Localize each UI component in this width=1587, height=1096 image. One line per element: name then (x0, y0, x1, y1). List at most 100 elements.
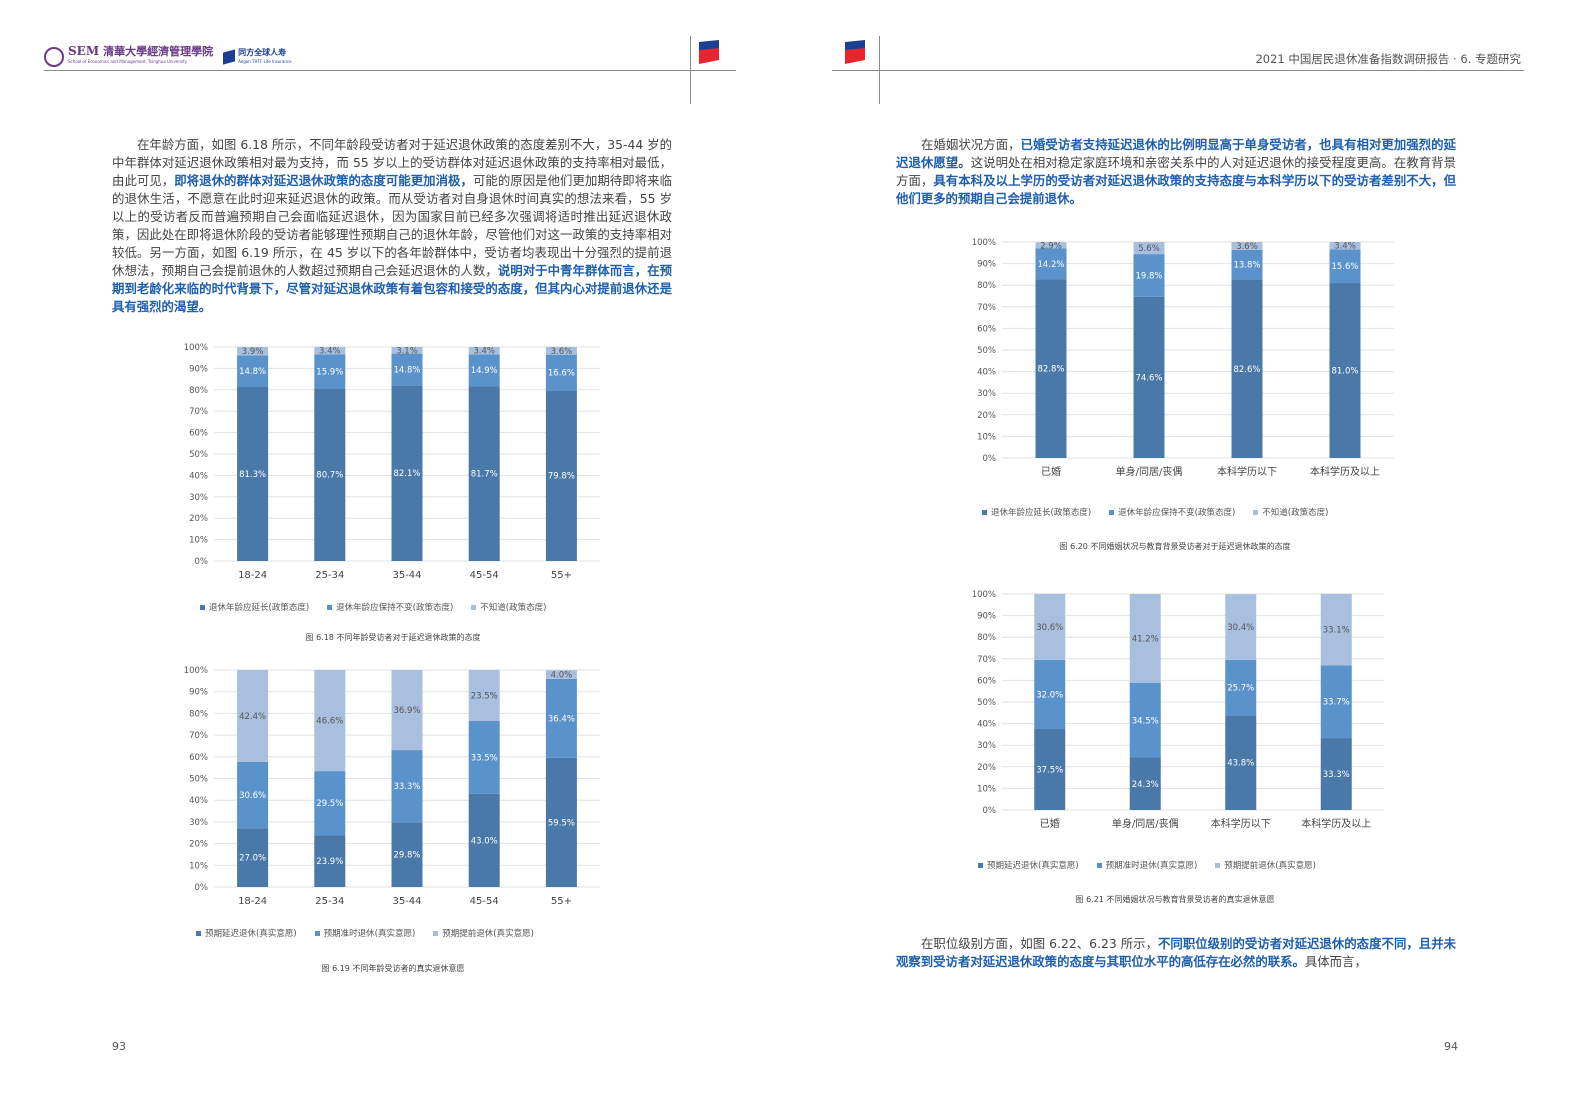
chart-fig-6-18: 0% 10% 20% 30% 40% 50% 60% 70% 80% 90% 100% 81.3% 14… (184, 343, 600, 581)
para-segment: 在年龄方面，如图 6.18 所示，不同年龄段受访者对于延迟退休政策的态度差别不大… (112, 137, 672, 188)
data-label: 82.8% (1037, 365, 1064, 375)
header-vrule-left (690, 36, 691, 104)
y-tick-label: 20% (977, 763, 996, 773)
y-tick-label: 60% (189, 429, 208, 439)
x-tick-label: 单身/同居/丧偶 (1116, 465, 1183, 478)
x-tick-label: 18-24 (238, 570, 267, 581)
y-tick-label: 80% (189, 709, 208, 719)
bar-segment (468, 386, 500, 561)
data-label: 15.9% (316, 367, 343, 377)
bar-segment (237, 347, 269, 356)
y-tick-label: 100% (184, 666, 208, 676)
x-tick-label: 25-34 (315, 570, 344, 581)
bar-segment (1231, 242, 1263, 250)
aegon-thtf-sub: Aegon THTF Life Insurance (238, 58, 292, 64)
legend-label: 预期提前退休(真实意愿) (442, 929, 534, 939)
y-tick-label: 20% (977, 411, 996, 421)
y-tick-label: 0% (195, 557, 209, 567)
aegon-small-flag-icon (223, 48, 236, 65)
bar-segment (1129, 757, 1161, 810)
data-label: 13.8% (1233, 261, 1260, 271)
bar-segment (545, 757, 577, 887)
legend-label: 预期准时退休(真实意愿) (323, 929, 416, 939)
data-label: 82.1% (393, 469, 420, 479)
x-tick-label: 18-24 (238, 896, 267, 907)
y-tick-label: 10% (189, 536, 208, 546)
x-tick-label: 本科学历及以上 (1301, 817, 1371, 830)
bar-segment (1225, 594, 1257, 660)
legend-fig-6-19: 预期延迟退休(真实意愿) 预期准时退休(真实意愿) 预期提前退休(真实意愿) (196, 927, 534, 939)
para-highlight: 不同职位级别的受访者对延迟退休的态度不同，且并未观察到受访者对延迟退休政策的态度… (896, 936, 1457, 969)
y-tick-label: 90% (977, 260, 996, 270)
legend-swatch-mid (314, 930, 320, 936)
bar-segment (1231, 279, 1263, 458)
data-label: 14.8% (393, 365, 420, 375)
bar-segment (1034, 659, 1066, 729)
data-label: 81.0% (1331, 367, 1358, 377)
data-label: 3.4% (1334, 242, 1356, 252)
bar-segment (391, 822, 423, 887)
x-tick-label: 35-44 (392, 570, 421, 581)
legend-label: 退休年龄应保持不变(政策态度) (1118, 508, 1236, 518)
x-tick-label: 本科学历以下 (1217, 465, 1277, 478)
x-tick-label: 25-34 (315, 896, 344, 907)
bar-segment (1225, 715, 1257, 810)
bar-segment (468, 793, 500, 887)
data-label: 24.3% (1132, 780, 1159, 790)
caption-fig-6-20: 图 6.20 不同婚姻状况与教育背景受访者对于延迟退休政策的态度 (1059, 542, 1291, 551)
y-tick-label: 0% (983, 806, 997, 816)
x-tick-label: 55+ (551, 570, 572, 581)
bar-segment (314, 771, 346, 836)
legend-swatch-dark (978, 862, 983, 868)
aegon-badge-right-icon (845, 40, 865, 64)
legend-label: 退休年龄应延长(政策态度) (991, 508, 1092, 518)
bar-segment (545, 678, 577, 758)
data-label: 2.9% (1040, 241, 1062, 251)
y-tick-label: 30% (189, 493, 208, 503)
data-label: 27.0% (239, 854, 266, 864)
legend-swatch-light (433, 930, 439, 936)
legend-swatch-dark (200, 604, 205, 610)
x-tick-label: 45-54 (470, 570, 499, 581)
data-label: 14.2% (1037, 260, 1064, 270)
x-tick-label: 已婚 (1041, 465, 1061, 478)
tsinghua-sem-name: 清華大學經濟管理學院 (103, 45, 214, 58)
bar-segment (1329, 249, 1361, 284)
data-label: 23.9% (316, 857, 343, 867)
data-label: 3.6% (1236, 242, 1258, 252)
data-label: 3.1% (396, 346, 418, 356)
data-label: 33.1% (1323, 626, 1350, 636)
data-label: 36.4% (548, 714, 575, 724)
bar-segment (1034, 729, 1066, 810)
data-label: 42.4% (239, 712, 266, 722)
bar-segment (545, 390, 577, 561)
right-page-paragraph-2: 在职位级别方面，如图 6.22、6.23 所示，不同职位级别的受访者对延迟退休的… (896, 935, 1456, 971)
bar-segment (314, 835, 346, 887)
bar-segment (391, 385, 423, 561)
y-tick-label: 100% (972, 238, 996, 248)
y-tick-label: 90% (977, 612, 996, 622)
data-label: 14.9% (471, 366, 498, 376)
y-tick-label: 50% (977, 698, 996, 708)
y-tick-label: 30% (977, 389, 996, 399)
y-tick-label: 70% (189, 731, 208, 741)
tsinghua-seal-icon (44, 46, 64, 67)
bar-segment (545, 347, 577, 355)
y-tick-label: 60% (189, 753, 208, 763)
para-segment: 在职位级别方面，如图 6.22、6.23 所示， (921, 936, 1158, 951)
legend-label: 退休年龄应延长(政策态度) (209, 603, 310, 613)
y-tick-label: 80% (977, 633, 996, 643)
caption-fig-6-18: 图 6.18 不同年龄受访者对于延迟退休政策的态度 (305, 633, 481, 642)
y-tick-label: 40% (977, 368, 996, 378)
left-page-paragraph: 在年龄方面，如图 6.18 所示，不同年龄段受访者对于延迟退休政策的态度差别不大… (112, 136, 672, 316)
y-tick-label: 40% (189, 796, 208, 806)
bar-segment (1231, 249, 1263, 280)
bar-segment (468, 347, 500, 355)
para-segment: 可能的原因是他们更加期待即将来临的退休生活，不愿意在此时迎来延迟退休的政策。而从… (112, 173, 673, 278)
data-label: 3.6% (551, 347, 573, 357)
caption-fig-6-19: 图 6.19 不同年龄受访者的真实退休意愿 (321, 964, 465, 973)
legend-swatch-dark (982, 509, 987, 515)
data-label: 3.9% (242, 347, 264, 357)
data-label: 74.6% (1135, 373, 1162, 383)
header-rule-right (832, 70, 1524, 71)
